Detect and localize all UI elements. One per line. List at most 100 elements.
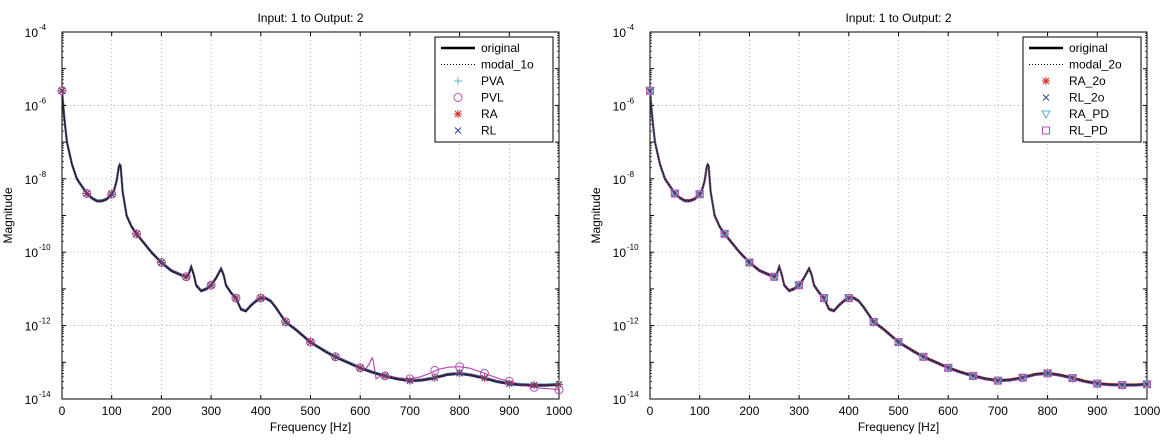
marker-RL_2o xyxy=(1118,381,1126,389)
marker-RL xyxy=(83,190,91,197)
grid xyxy=(62,32,559,399)
marker-RL_PD xyxy=(993,376,1002,385)
y-tick-label: 10 xyxy=(25,99,39,113)
x-tick-label: 300 xyxy=(789,404,809,418)
legend-entry-original: original xyxy=(1029,41,1108,55)
y-axis-label: Magnitude xyxy=(589,187,603,243)
marker-RL_PD xyxy=(745,258,754,267)
x-tick-label: 700 xyxy=(988,404,1008,418)
x-tick-label: 500 xyxy=(888,404,908,418)
x-tick-label: 900 xyxy=(1087,404,1107,418)
legend-entry-RL_2o: RL_2o xyxy=(1042,91,1105,105)
grid xyxy=(650,32,1147,399)
legend-swatch xyxy=(454,127,462,134)
marker-RL xyxy=(381,372,389,380)
marker-RL_2o xyxy=(1069,374,1076,382)
marker-RL_PD xyxy=(720,229,729,238)
marker-RL_PD xyxy=(844,294,853,303)
marker-RL_2o xyxy=(944,364,952,372)
legend-entry-RA_PD: RA_PD xyxy=(1041,107,1109,121)
marker-RL_2o xyxy=(820,294,828,302)
marker-RL_PD xyxy=(919,352,928,361)
chart-panel-1: 0 100 200 300 400 500 600 700 800 900 100010-410-6… xyxy=(1,11,573,434)
x-tick-label: 700 xyxy=(400,404,420,418)
x-axis-label: Frequency [Hz] xyxy=(858,420,939,434)
y-tick-exponent: -12 xyxy=(39,317,51,326)
marker-RL_2o xyxy=(1143,380,1151,388)
x-tick-label: 600 xyxy=(350,404,370,418)
y-tick-exponent: -10 xyxy=(39,243,51,252)
marker-RL_PD xyxy=(894,338,903,347)
legend-label: PVL xyxy=(481,91,504,105)
marker-RL xyxy=(356,364,364,372)
x-tick-label: 200 xyxy=(151,404,171,418)
legend-label: PVA xyxy=(481,74,504,88)
x-tick-label: 0 xyxy=(59,404,66,418)
marker-RL_2o xyxy=(895,338,902,346)
markers xyxy=(645,86,1152,391)
legend-label: RL_2o xyxy=(1069,91,1105,105)
legend: original modal_2o RA_2o RL_2o RA_PD RL_PD xyxy=(1022,36,1142,143)
legend-label: RL_PD xyxy=(1069,124,1108,138)
marker-RL xyxy=(158,259,165,266)
marker-RL_PD xyxy=(1068,374,1077,383)
marker-RL_2o xyxy=(770,273,778,281)
y-tick-exponent: -6 xyxy=(39,96,47,105)
y-tick-label: 10 xyxy=(25,26,39,40)
legend-label: RA xyxy=(481,107,498,121)
legend-swatch xyxy=(1042,94,1050,101)
y-tick-label: 10 xyxy=(613,320,627,334)
marker-RL_PD xyxy=(1093,379,1102,388)
x-tick-label: 400 xyxy=(251,404,271,418)
marker-RL_PD xyxy=(1118,381,1127,390)
marker-RL_PD xyxy=(1043,369,1052,378)
marker-RL xyxy=(182,273,190,281)
legend-entry-PVA: PVA xyxy=(454,74,504,88)
marker-RL_2o xyxy=(721,230,728,238)
marker-RL_2o xyxy=(696,190,704,198)
legend-swatch xyxy=(454,110,462,118)
y-tick-label: 10 xyxy=(25,173,39,187)
legend: original modal_1o PVA PVL RA RL xyxy=(434,36,554,143)
marker-RL xyxy=(431,374,439,382)
marker-RL_2o xyxy=(969,372,977,380)
y-tick-exponent: -8 xyxy=(39,170,47,179)
x-tick-label: 800 xyxy=(450,404,470,418)
x-tick-label: 400 xyxy=(839,404,859,418)
chart-panel-2: 0 100 200 300 400 500 600 700 800 900 100010-410-6… xyxy=(589,11,1161,434)
legend-label: RA_PD xyxy=(1069,107,1109,121)
x-tick-label: 100 xyxy=(690,404,710,418)
x-axis-label: Frequency [Hz] xyxy=(270,420,351,434)
marker-RL xyxy=(282,318,290,326)
legend-box xyxy=(434,36,554,143)
marker-RL_PD xyxy=(795,281,804,290)
x-tick-label: 900 xyxy=(499,404,519,418)
chart-title: Input: 1 to Output: 2 xyxy=(257,11,363,25)
marker-RL_2o xyxy=(1093,380,1101,387)
y-tick-exponent: -4 xyxy=(39,23,47,32)
y-tick-label: 10 xyxy=(613,26,627,40)
legend-entry-RA_2o: RA_2o xyxy=(1042,74,1106,88)
marker-RL_PD xyxy=(944,363,953,372)
marker-RL_2o xyxy=(1044,369,1051,377)
markers xyxy=(57,86,564,395)
legend-entry-RL_PD: RL_PD xyxy=(1042,124,1108,138)
legend-label: modal_2o xyxy=(1069,58,1122,72)
marker-RL_PD xyxy=(1143,380,1151,389)
marker-RL_2o xyxy=(795,281,803,289)
y-tick-exponent: -10 xyxy=(627,243,639,252)
marker-RL xyxy=(555,380,563,388)
x-tick-label: 200 xyxy=(739,404,759,418)
legend-swatch xyxy=(453,93,463,102)
x-tick-label: 600 xyxy=(938,404,958,418)
y-tick-exponent: -4 xyxy=(627,23,635,32)
legend-swatch xyxy=(1041,110,1051,120)
marker-RL xyxy=(456,369,463,377)
marker-RL xyxy=(406,377,414,385)
marker-RL xyxy=(207,281,215,289)
x-tick-label: 100 xyxy=(102,404,122,418)
marker-RL_2o xyxy=(1019,374,1027,382)
x-tick-label: 0 xyxy=(647,404,654,418)
